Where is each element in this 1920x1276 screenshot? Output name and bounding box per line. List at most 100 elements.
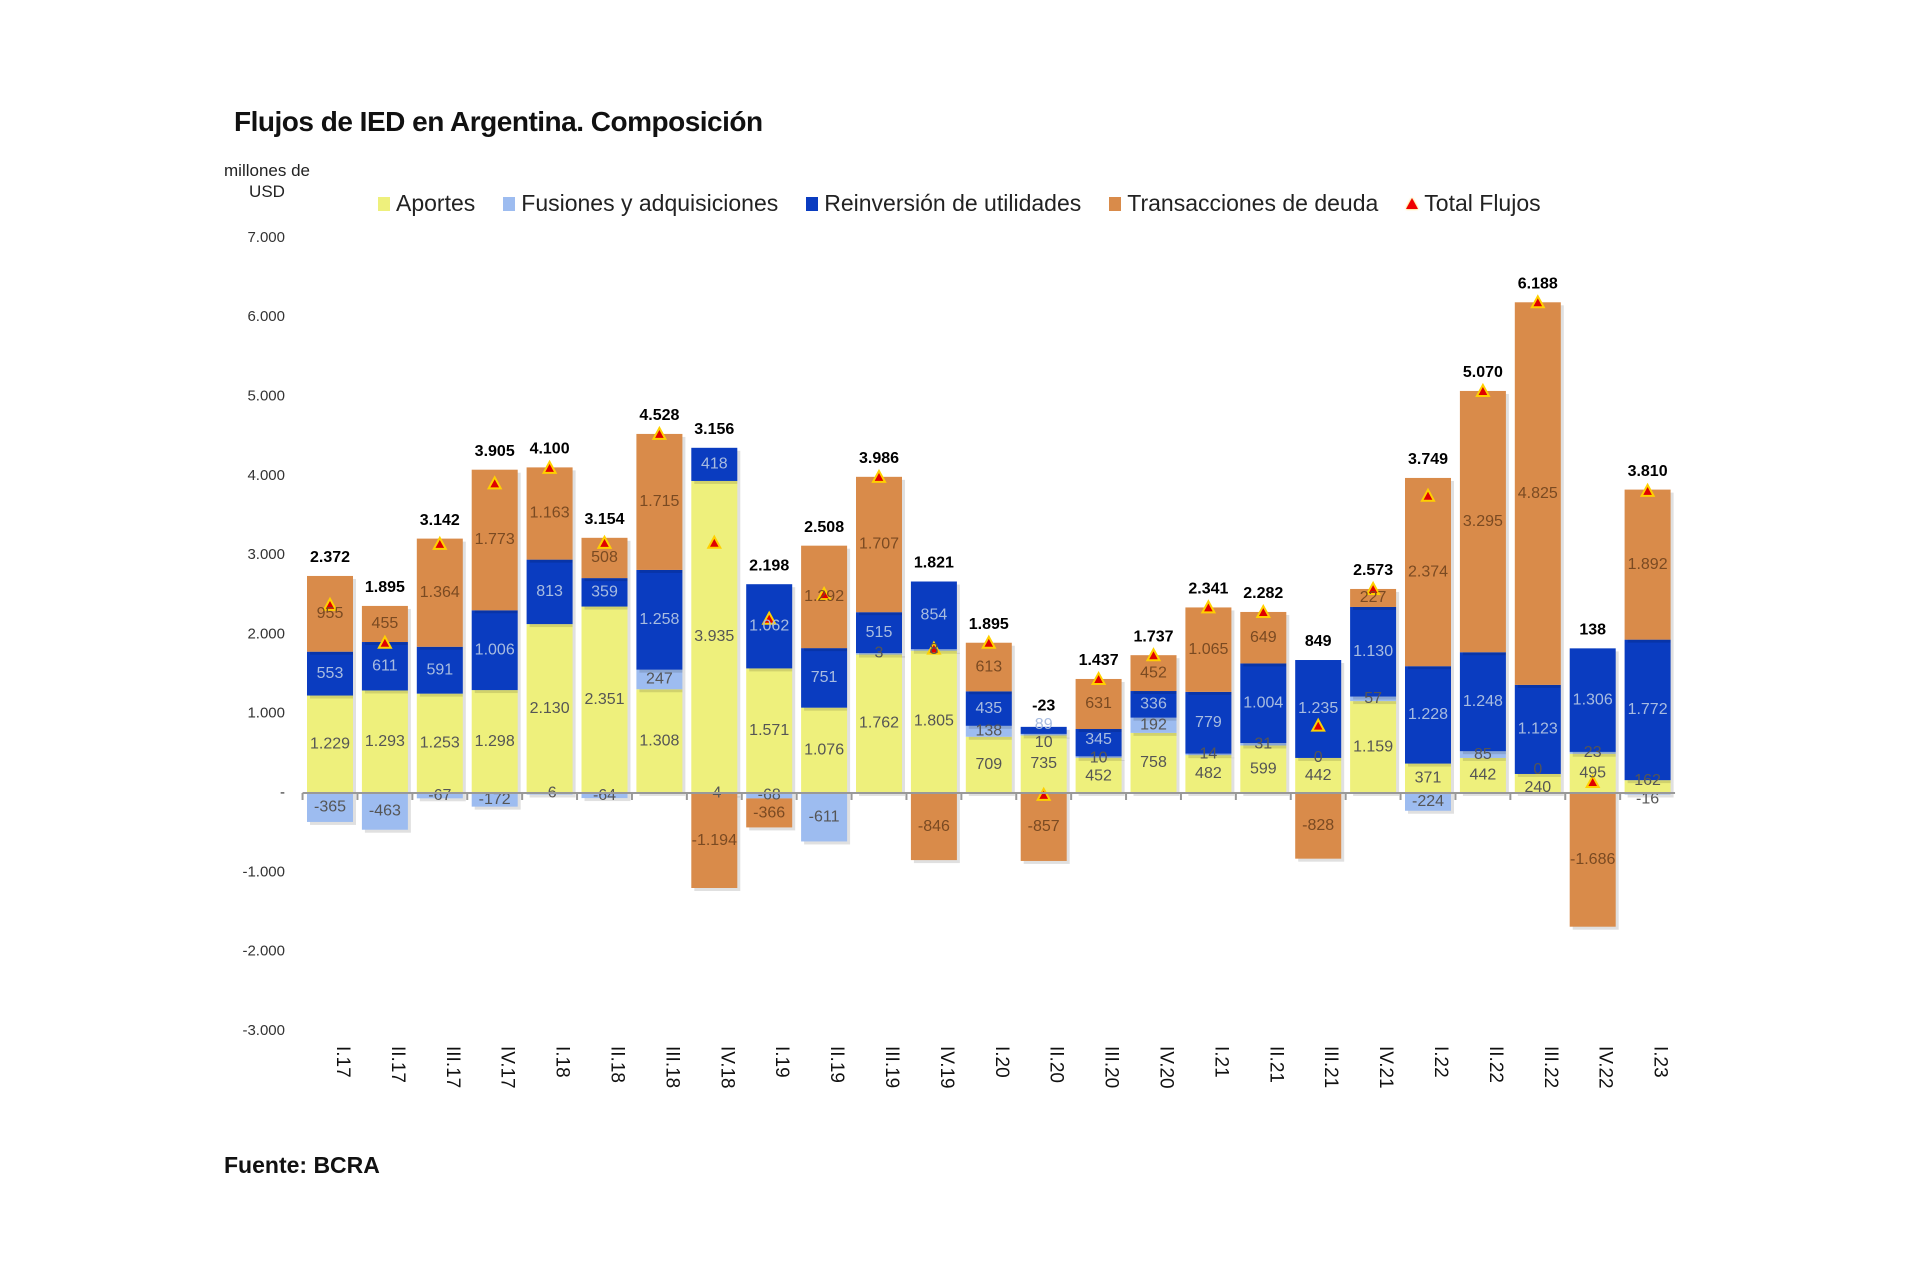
total-marker xyxy=(1365,580,1381,595)
bar-shadow xyxy=(1353,699,1400,705)
source-note: Fuente: BCRA xyxy=(224,1152,380,1178)
bar-segment xyxy=(1240,743,1287,746)
bar-segment xyxy=(1459,751,1506,758)
bar-segment xyxy=(307,575,353,652)
segment-value-label: 649 xyxy=(1250,629,1277,646)
bar-segment xyxy=(1240,611,1287,664)
bar-segment xyxy=(801,648,848,708)
total-value-label: 1.821 xyxy=(914,555,954,572)
total-value-label: 1.895 xyxy=(365,579,405,596)
segment-value-label: 1.004 xyxy=(1243,694,1283,711)
segment-value-label: 1.571 xyxy=(749,722,789,739)
bar-segment xyxy=(1130,691,1177,718)
bar-segment xyxy=(1569,751,1616,754)
bar-shadow xyxy=(584,796,631,802)
segment-value-label: 779 xyxy=(1195,714,1222,731)
y-tick-label: 1.000 xyxy=(247,705,285,722)
x-tick-label: III.17 xyxy=(442,1046,463,1088)
segment-value-label: 2.351 xyxy=(584,691,624,708)
x-tick-label: II.18 xyxy=(607,1046,628,1083)
bar-segment xyxy=(965,736,1012,793)
segment-value-label: 751 xyxy=(811,669,838,686)
bar-segment xyxy=(1075,729,1122,757)
segment-value-label: 611 xyxy=(372,657,398,674)
bar-shadow xyxy=(859,656,905,658)
segment-value-label: 345 xyxy=(1085,731,1112,748)
x-tick-label: IV.20 xyxy=(1156,1046,1177,1089)
x-tick-label: I.22 xyxy=(1430,1046,1451,1078)
bar-segment xyxy=(307,695,353,793)
segment-value-label: 57 xyxy=(1364,690,1382,707)
total-marker xyxy=(761,610,777,625)
x-tick-label: I.23 xyxy=(1650,1046,1671,1078)
segment-value-label: 4.825 xyxy=(1518,485,1558,502)
bar-segment xyxy=(856,476,902,613)
segment-value-label: 854 xyxy=(921,607,948,624)
total-value-label: 2.372 xyxy=(310,549,350,566)
bar-segment xyxy=(636,689,683,793)
bar-segment xyxy=(1020,733,1067,736)
y-tick-label: 6.000 xyxy=(247,308,285,325)
total-value-label: 3.154 xyxy=(584,511,624,528)
total-marker xyxy=(596,534,613,549)
x-tick-label: I.19 xyxy=(771,1046,792,1078)
segment-value-label: 813 xyxy=(536,583,563,600)
bar-segment xyxy=(691,447,738,481)
x-tick-label: III.20 xyxy=(1101,1046,1122,1088)
segment-value-label: 1.308 xyxy=(639,732,679,749)
bar-segment xyxy=(691,793,738,889)
segment-value-label: -68 xyxy=(758,786,781,803)
bar-segment xyxy=(965,642,1012,692)
segment-value-label: 85 xyxy=(1474,746,1492,763)
segment-value-label: -172 xyxy=(479,791,511,808)
total-marker xyxy=(871,468,887,483)
bar-segment xyxy=(1185,754,1232,793)
bar-segment xyxy=(1240,745,1287,793)
y-tick-label: 4.000 xyxy=(247,467,285,484)
y-tick-label: -2.000 xyxy=(242,943,285,960)
total-value-label: 4.528 xyxy=(639,407,679,424)
bar-segment xyxy=(746,793,793,799)
y-tick-label: -3.000 xyxy=(242,1022,285,1039)
total-marker xyxy=(1090,670,1107,686)
segment-value-label: 227 xyxy=(1360,589,1387,606)
segment-value-label: 336 xyxy=(1140,696,1167,713)
bar-shadow xyxy=(1243,746,1290,749)
segment-value-label: 1.715 xyxy=(639,493,679,510)
bar-segment xyxy=(746,584,793,669)
y-tick-label: 7.000 xyxy=(247,229,285,246)
segment-value-label: 515 xyxy=(866,624,893,641)
total-marker xyxy=(926,640,942,655)
legend-item: Total Flujos xyxy=(1406,190,1541,217)
segment-value-label: 240 xyxy=(1524,779,1551,796)
x-tick-label: I.20 xyxy=(991,1046,1012,1078)
bar-segment xyxy=(1405,793,1451,811)
segment-value-label: 735 xyxy=(1030,755,1057,772)
bar-shadow xyxy=(1572,754,1619,757)
bar-segment xyxy=(471,610,518,691)
bar-segment xyxy=(1459,757,1506,793)
bar-segment xyxy=(416,646,463,694)
legend-swatch xyxy=(378,196,390,211)
bar-segment xyxy=(1405,666,1451,764)
total-value-label: 849 xyxy=(1305,633,1332,650)
bar-segment xyxy=(965,691,1012,726)
bar-segment xyxy=(1514,302,1561,685)
legend-label: Fusiones y adquisiciones xyxy=(521,190,779,216)
total-value-label: 2.341 xyxy=(1188,581,1228,598)
legend-swatch xyxy=(806,196,819,211)
total-marker xyxy=(322,596,338,611)
bar-segment xyxy=(1295,793,1342,859)
segment-value-label: 1.163 xyxy=(530,505,570,522)
bar-segment xyxy=(1624,639,1671,781)
segment-value-label: 1.228 xyxy=(1408,706,1448,723)
total-marker xyxy=(1639,482,1656,497)
segment-value-label: 0 xyxy=(1314,749,1323,766)
bar-segment xyxy=(1459,390,1506,653)
segment-value-label: 1.707 xyxy=(859,536,899,553)
bar-segment xyxy=(801,707,848,793)
segment-value-label: 10 xyxy=(1090,749,1108,766)
bar-segment xyxy=(910,581,957,650)
bar-segment xyxy=(746,798,793,828)
segment-value-label: 631 xyxy=(1085,695,1112,712)
